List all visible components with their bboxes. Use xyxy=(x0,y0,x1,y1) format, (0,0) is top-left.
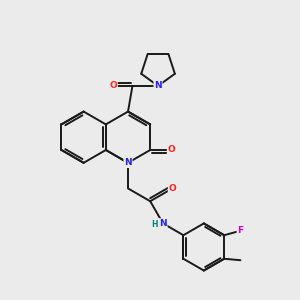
Text: N: N xyxy=(159,219,167,228)
Text: O: O xyxy=(167,146,175,154)
Text: N: N xyxy=(124,158,132,167)
Text: F: F xyxy=(237,226,244,235)
Text: O: O xyxy=(110,82,117,91)
Text: N: N xyxy=(154,82,162,91)
Text: H: H xyxy=(152,220,158,230)
Text: O: O xyxy=(169,184,176,193)
